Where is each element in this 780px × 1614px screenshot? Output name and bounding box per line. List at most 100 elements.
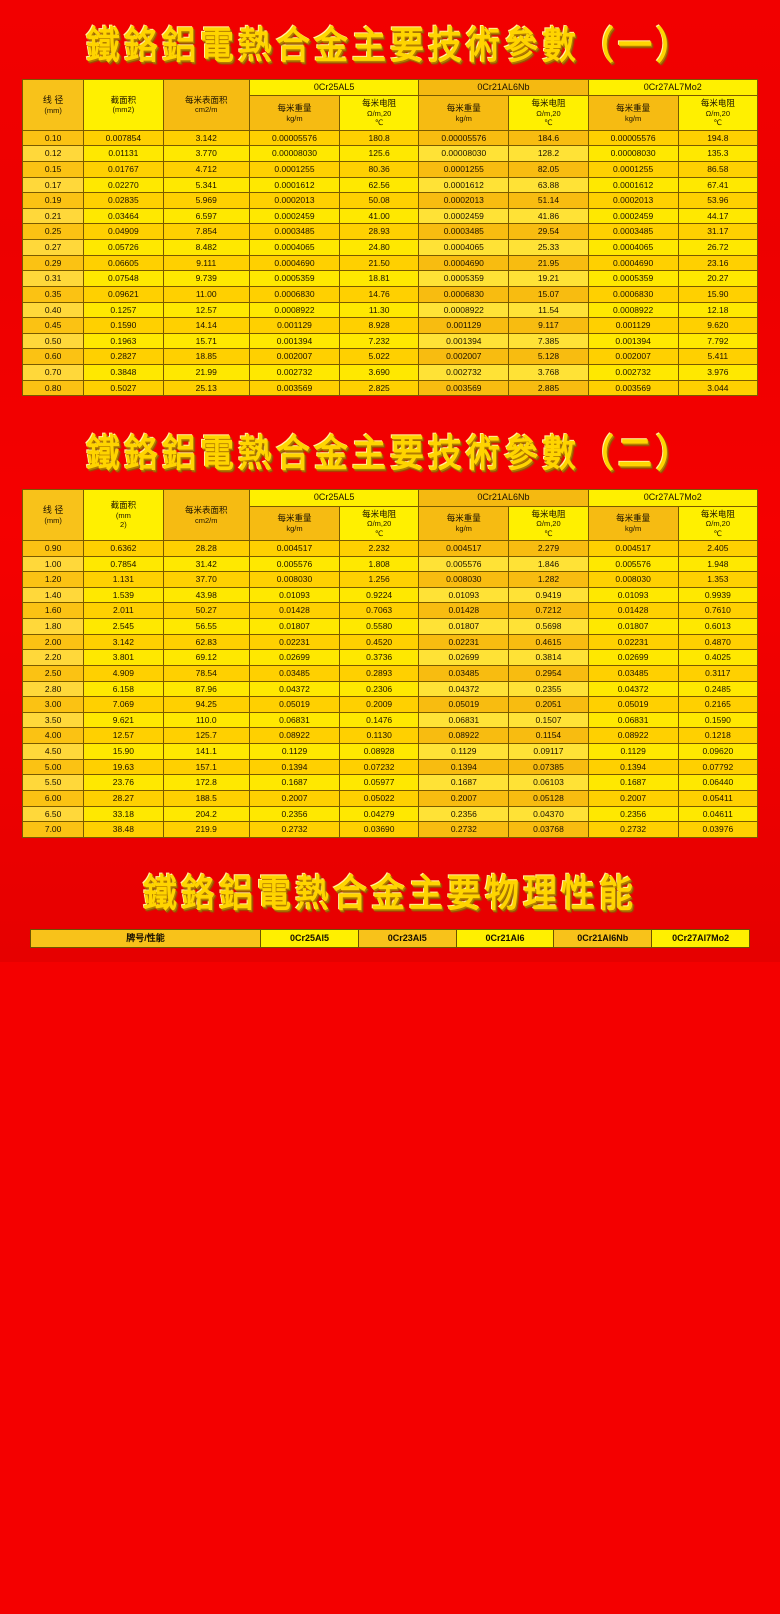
weight-per-meter-3: 0.2007 bbox=[587, 789, 679, 807]
surface-area-per-meter: 69.12 bbox=[162, 649, 250, 666]
weight-per-meter-3: 0.0002459 bbox=[587, 207, 679, 225]
weight-per-meter-2: 0.0006830 bbox=[418, 285, 510, 303]
resistance-per-meter-1: 0.2893 bbox=[339, 664, 420, 682]
resistance-per-meter-3: 1.353 bbox=[677, 571, 759, 588]
wire-diameter: 0.80 bbox=[21, 379, 85, 397]
header-weight-1: 每米重量 kg/m bbox=[248, 95, 341, 131]
weight-per-meter-2: 0.0002013 bbox=[418, 192, 510, 209]
weight-per-meter-2: 0.1394 bbox=[418, 758, 510, 776]
weight-per-meter-3: 0.01093 bbox=[587, 586, 679, 604]
resistance-per-meter-1: 1.808 bbox=[339, 555, 420, 573]
header-resistance-2: 每米电阻 Ω/m,20 ℃ bbox=[508, 505, 589, 541]
resistance-per-meter-2: 0.07385 bbox=[508, 758, 589, 776]
table-row: 0.27 0.05726 8.482 0.0004065 24.80 0.0004065 2… bbox=[21, 239, 759, 256]
resistance-per-meter-1: 1.256 bbox=[339, 571, 420, 588]
weight-per-meter-2: 0.01428 bbox=[418, 602, 510, 619]
surface-area-per-meter: 31.42 bbox=[162, 555, 250, 573]
cross-section-area: 0.2827 bbox=[83, 348, 164, 365]
surface-area-per-meter: 21.99 bbox=[162, 364, 250, 381]
cross-section-area: 0.01767 bbox=[83, 160, 164, 178]
wire-diameter: 5.50 bbox=[21, 774, 85, 791]
weight-per-meter-1: 0.03485 bbox=[248, 664, 341, 682]
weight-per-meter-3: 0.003569 bbox=[587, 379, 679, 397]
surface-area-per-meter: 5.341 bbox=[162, 176, 250, 194]
table-2-header-row-sub: 每米重量 kg/m 每米电阻 Ω/m,20 ℃ 每米重量 kg/m 每米电阻 bbox=[23, 505, 759, 541]
header-surface-area: 每米表面积 cm2/m bbox=[162, 79, 250, 131]
weight-per-meter-1: 0.2007 bbox=[248, 789, 341, 807]
table-row: 0.15 0.01767 4.712 0.0001255 80.36 0.0001255 8… bbox=[21, 160, 759, 178]
resistance-per-meter-2: 7.385 bbox=[508, 332, 589, 350]
weight-per-meter-1: 0.002732 bbox=[248, 364, 341, 381]
surface-area-per-meter: 62.83 bbox=[162, 633, 250, 651]
table-row: 0.19 0.02835 5.969 0.0002013 50.08 0.0002013 5… bbox=[21, 192, 759, 209]
header-area: 截面积 (mm2) bbox=[83, 79, 164, 131]
table-row: 0.10 0.007854 3.142 0.00005576 180.8 0.000055… bbox=[21, 129, 759, 147]
table-1-body: 0.10 0.007854 3.142 0.00005576 180.8 0.000055… bbox=[21, 129, 759, 397]
resistance-per-meter-3: 3.044 bbox=[677, 379, 759, 397]
weight-per-meter-3: 0.005576 bbox=[587, 555, 679, 573]
resistance-per-meter-3: 0.05411 bbox=[677, 789, 759, 807]
resistance-per-meter-1: 24.80 bbox=[339, 239, 420, 256]
weight-per-meter-2: 0.2356 bbox=[418, 805, 510, 823]
cross-section-area: 0.7854 bbox=[83, 555, 164, 573]
resistance-per-meter-1: 0.05977 bbox=[339, 774, 420, 791]
physical-properties-table: 牌号/性能 0Cr25Al5 0Cr23Al5 0Cr21Al6 0Cr21Al… bbox=[29, 928, 750, 949]
surface-area-per-meter: 7.854 bbox=[162, 223, 250, 240]
resistance-per-meter-2: 0.5698 bbox=[508, 618, 589, 635]
cross-section-area: 0.5027 bbox=[83, 379, 164, 397]
resistance-per-meter-1: 0.7063 bbox=[339, 602, 420, 619]
table-row: 3.00 7.069 94.25 0.05019 0.2009 0.05019 0.2051… bbox=[21, 696, 759, 713]
weight-per-meter-3: 0.0002013 bbox=[587, 192, 679, 209]
section-title-2-band: 鐵鉻鋁電熱合金主要技術參數（二） bbox=[0, 404, 780, 489]
weight-per-meter-1: 0.0001255 bbox=[248, 160, 341, 178]
resistance-per-meter-3: 1.948 bbox=[677, 555, 759, 573]
weight-per-meter-2: 0.005576 bbox=[418, 555, 510, 573]
header-alloy-3: 0Cr27AL7Mo2 bbox=[587, 489, 759, 507]
table-row: 3.50 9.621 110.0 0.06831 0.1476 0.06831 0.1507… bbox=[21, 711, 759, 729]
weight-per-meter-3: 0.00008030 bbox=[587, 145, 679, 162]
weight-per-meter-2: 0.002007 bbox=[418, 348, 510, 365]
weight-per-meter-3: 0.004517 bbox=[587, 539, 679, 557]
resistance-per-meter-3: 0.1218 bbox=[677, 727, 759, 744]
wire-diameter: 5.00 bbox=[21, 758, 85, 776]
resistance-per-meter-3: 15.90 bbox=[677, 285, 759, 303]
header-resistance-3: 每米电阻 Ω/m,20 ℃ bbox=[677, 95, 759, 131]
header-phys-alloy-1: 0Cr25Al5 bbox=[260, 928, 359, 949]
table-row: 0.31 0.07548 9.739 0.0005359 18.81 0.0005359 1… bbox=[21, 270, 759, 287]
weight-per-meter-2: 0.2732 bbox=[418, 821, 510, 838]
weight-per-meter-2: 0.00005576 bbox=[418, 129, 510, 147]
surface-area-per-meter: 14.14 bbox=[162, 317, 250, 334]
table-row: 6.50 33.18 204.2 0.2356 0.04279 0.2356 0.04370… bbox=[21, 805, 759, 823]
resistance-per-meter-2: 0.2954 bbox=[508, 664, 589, 682]
resistance-per-meter-2: 11.54 bbox=[508, 301, 589, 319]
surface-area-per-meter: 9.111 bbox=[162, 254, 250, 272]
surface-area-per-meter: 28.28 bbox=[162, 539, 250, 557]
page-title-1: 鐵鉻鋁電熱合金主要技術參數（一） bbox=[86, 24, 694, 69]
resistance-per-meter-2: 128.2 bbox=[508, 145, 589, 162]
weight-per-meter-1: 0.0002013 bbox=[248, 192, 341, 209]
table-row: 0.21 0.03464 6.597 0.0002459 41.00 0.0002459 4… bbox=[21, 207, 759, 225]
cross-section-area: 1.131 bbox=[83, 571, 164, 588]
weight-per-meter-3: 0.1687 bbox=[587, 774, 679, 791]
cross-section-area: 15.90 bbox=[83, 743, 164, 760]
weight-per-meter-1: 0.0006830 bbox=[248, 285, 341, 303]
weight-per-meter-1: 0.003569 bbox=[248, 379, 341, 397]
resistance-per-meter-3: 20.27 bbox=[677, 270, 759, 287]
weight-per-meter-2: 0.008030 bbox=[418, 571, 510, 588]
table-row: 1.60 2.011 50.27 0.01428 0.7063 0.01428 0.7212… bbox=[21, 602, 759, 619]
table-1-header-row-sub: 每米重量 kg/m 每米电阻 Ω/m,20 ℃ 每米重量 kg/m 每米电阻 bbox=[23, 95, 759, 131]
weight-per-meter-2: 0.004517 bbox=[418, 539, 510, 557]
resistance-per-meter-3: 0.1590 bbox=[677, 711, 759, 729]
header-resistance-3: 每米电阻 Ω/m,20 ℃ bbox=[677, 505, 759, 541]
resistance-per-meter-1: 8.928 bbox=[339, 317, 420, 334]
table-2-wrapper: 线 径 (mm) 截面积 (mm 2) 每米表面积 cm2/m 0Cr25AL5… bbox=[0, 489, 780, 846]
resistance-per-meter-1: 14.76 bbox=[339, 285, 420, 303]
weight-per-meter-2: 0.01093 bbox=[418, 586, 510, 604]
resistance-per-meter-1: 5.022 bbox=[339, 348, 420, 365]
cross-section-area: 0.03464 bbox=[83, 207, 164, 225]
wire-diameter: 0.31 bbox=[21, 270, 85, 287]
weight-per-meter-2: 0.0004690 bbox=[418, 254, 510, 272]
resistance-per-meter-2: 82.05 bbox=[508, 160, 589, 178]
resistance-per-meter-1: 28.93 bbox=[339, 223, 420, 240]
weight-per-meter-3: 0.001129 bbox=[587, 317, 679, 334]
